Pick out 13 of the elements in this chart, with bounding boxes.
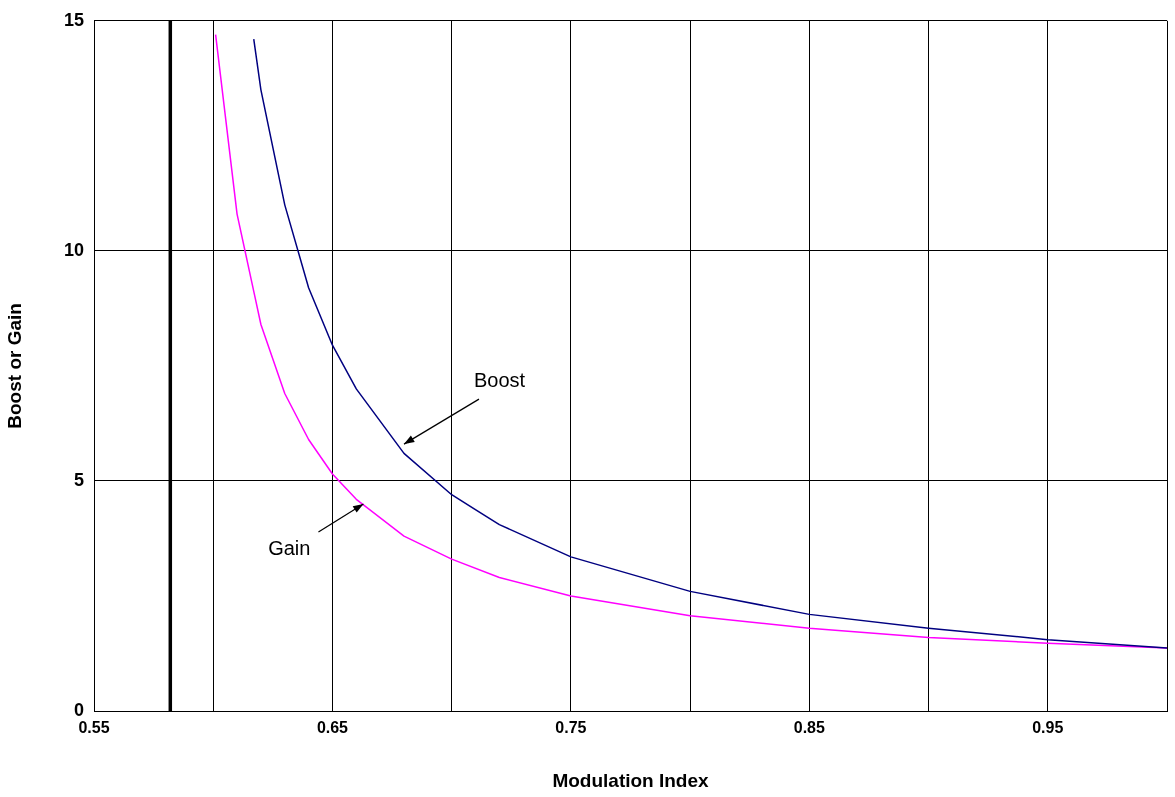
annotation: Boost — [473, 368, 526, 391]
x-tick-label: 0.85 — [793, 719, 826, 737]
x-tick-label: 0.65 — [316, 719, 349, 737]
y-tick-label: 0 — [73, 699, 84, 720]
x-axis-title: Modulation Index — [552, 769, 710, 791]
y-tick-label: 15 — [63, 9, 84, 30]
x-tick-label: 0.95 — [1032, 719, 1064, 737]
x-tick-label: 0.55 — [78, 719, 110, 737]
annotation: Gain — [268, 537, 311, 560]
x-tick-label: 0.75 — [555, 719, 587, 737]
y-axis-title: Boost or Gain — [3, 303, 25, 429]
y-tick-label: 10 — [63, 239, 84, 260]
y-tick-label: 5 — [73, 469, 84, 490]
